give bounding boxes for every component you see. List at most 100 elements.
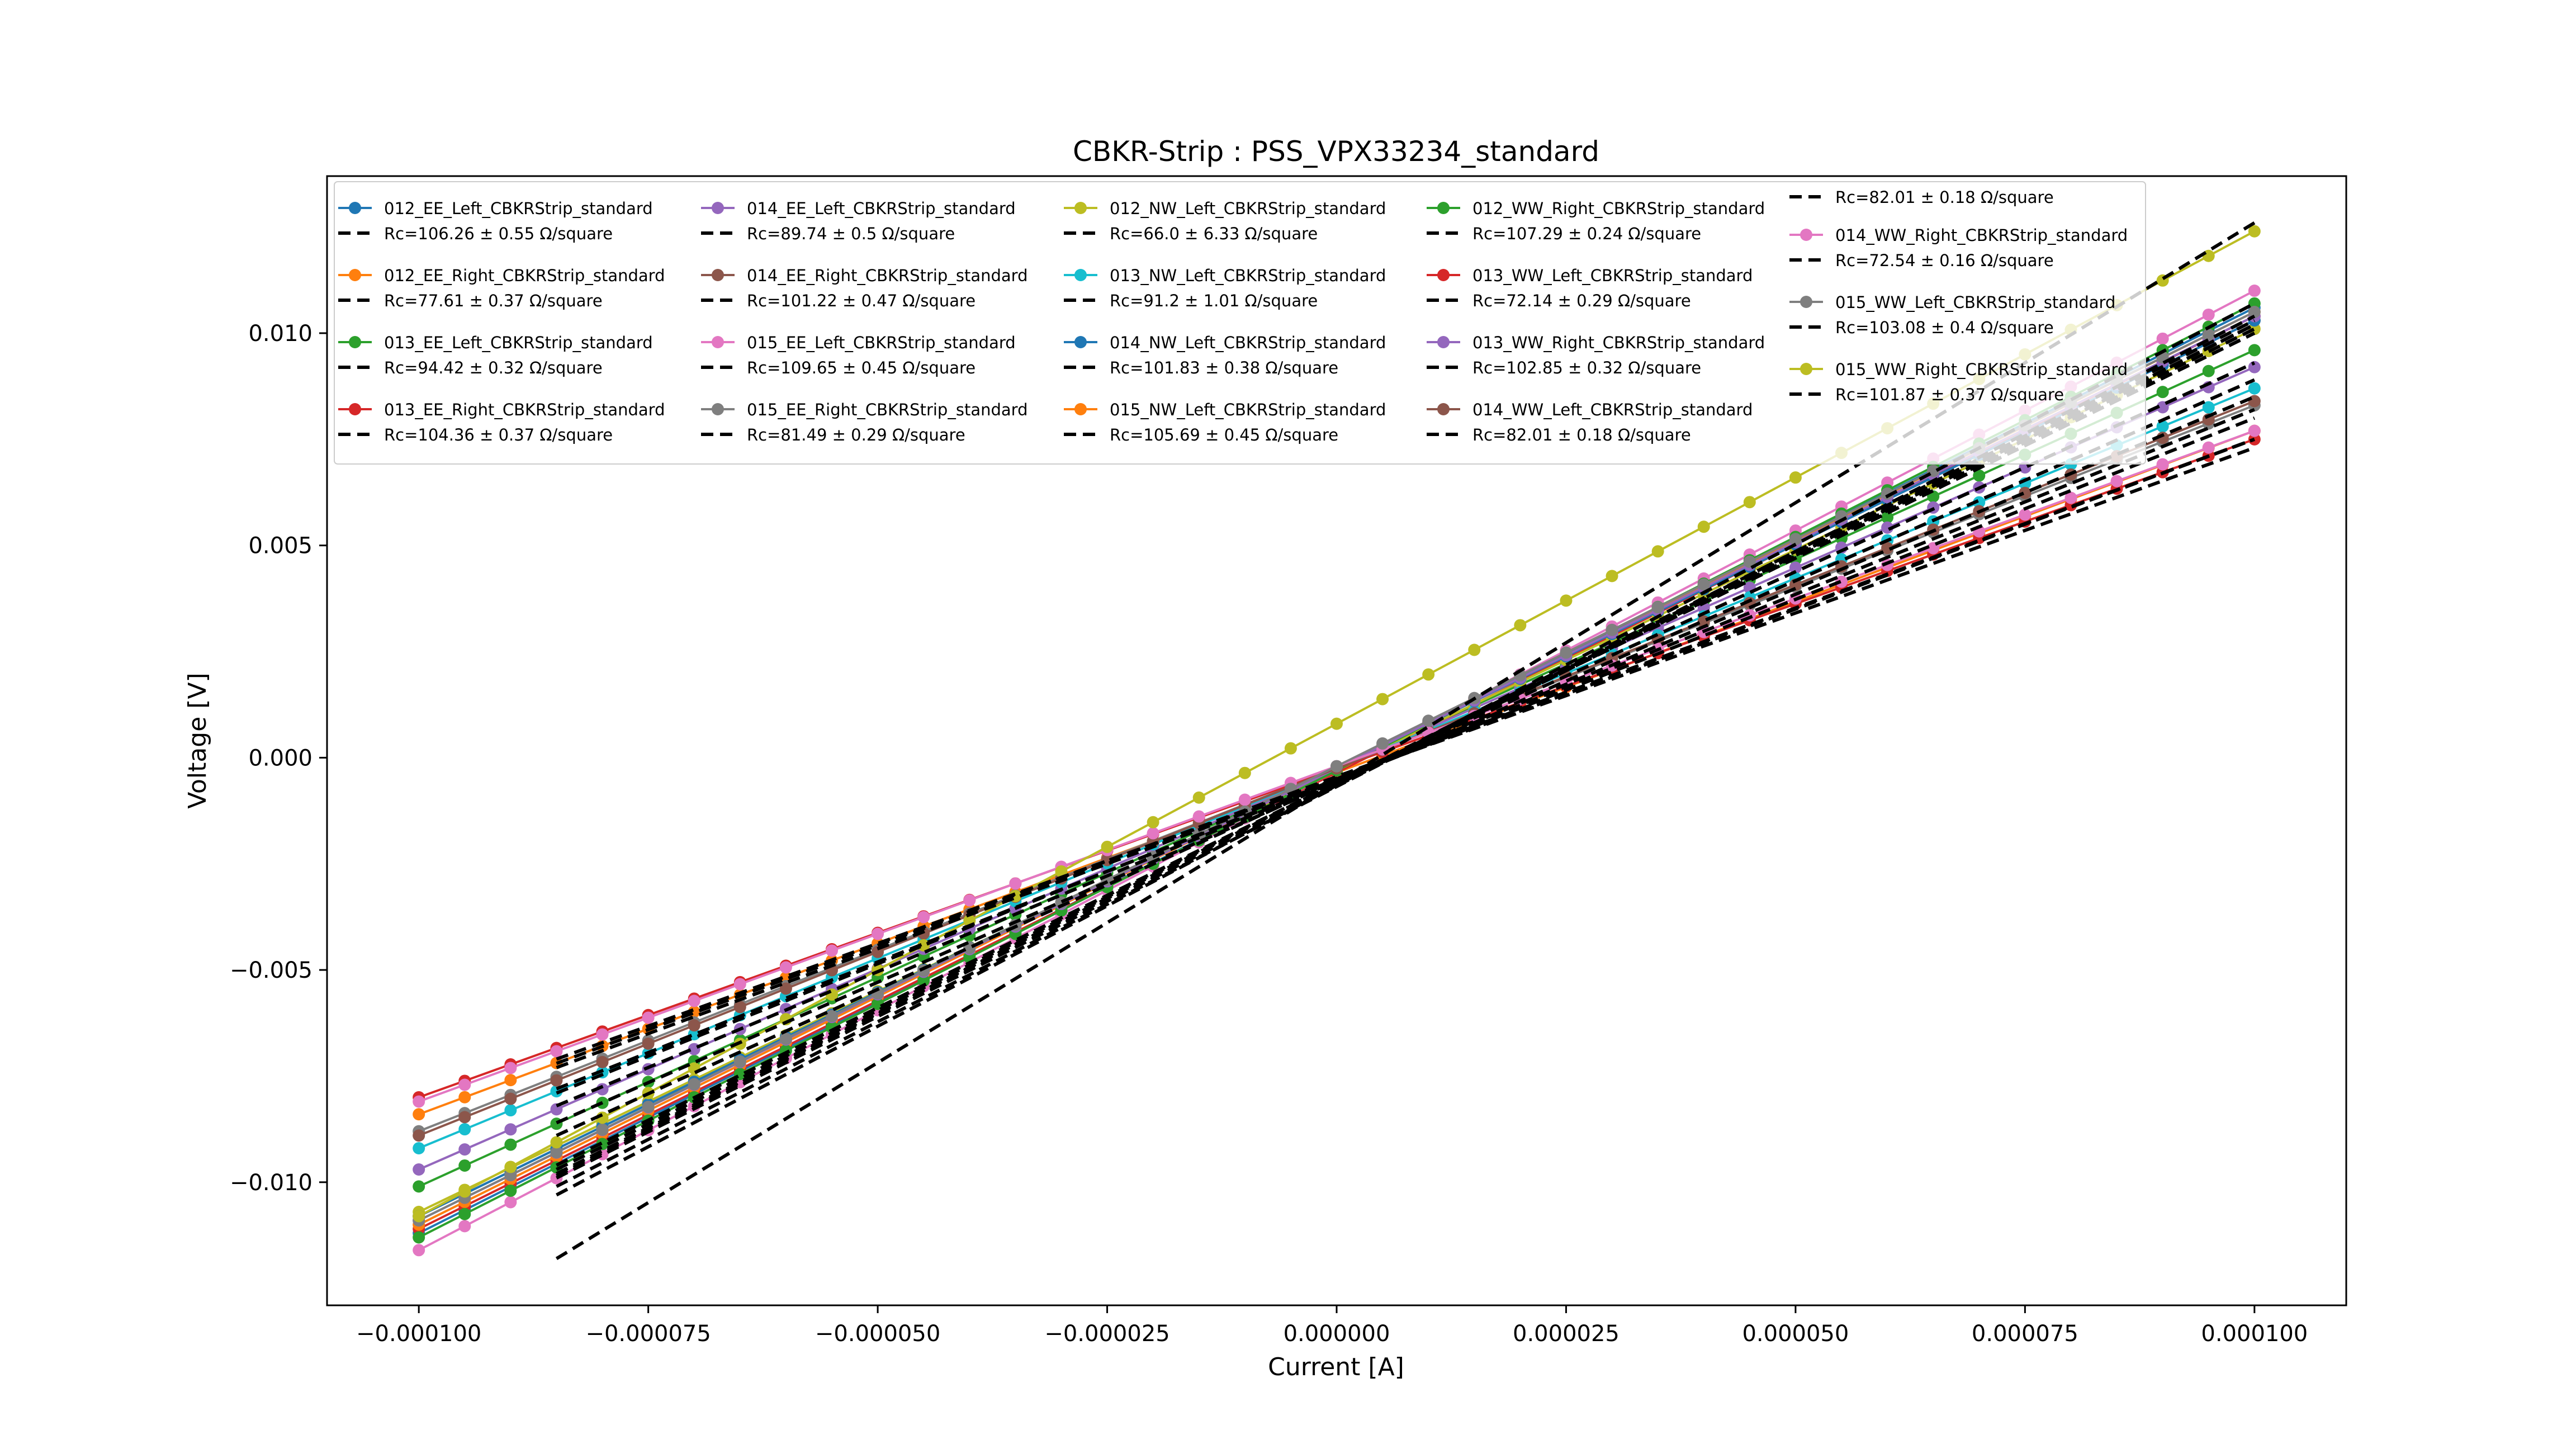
fit-line: [556, 327, 2256, 1171]
legend-item: 013_EE_Left_CBKRStrip_standard Rc=94.42 ±…: [338, 333, 653, 377]
data-point: [733, 978, 746, 991]
legend-series-name: 014_WW_Left_CBKRStrip_standard: [1472, 400, 1753, 419]
legend-fit-label: Rc=91.2 ± 1.01 Ω/square: [1110, 291, 1318, 310]
data-point: [2248, 297, 2261, 310]
data-point: [2202, 308, 2215, 321]
legend-box: [334, 181, 2146, 465]
data-point: [504, 1104, 517, 1117]
x-tick-label: 0.000000: [1284, 1321, 1390, 1347]
legend-series-name: 015_EE_Left_CBKRStrip_standard: [747, 333, 1016, 352]
legend-series-marker: [1800, 296, 1812, 308]
data-point: [872, 997, 884, 1010]
legend-series-marker: [1800, 363, 1812, 375]
data-point: [2156, 332, 2169, 345]
chart-title: CBKR-Strip : PSS_VPX33234_standard: [1073, 135, 1599, 168]
legend-item: 014_EE_Right_CBKRStrip_standard Rc=101.22…: [701, 266, 1027, 310]
x-tick-label: −0.000025: [1044, 1321, 1169, 1347]
data-point: [458, 1208, 471, 1220]
legend-item: 013_WW_Left_CBKRStrip_standard Rc=72.14 ±…: [1427, 266, 1753, 310]
data-point: [826, 1010, 838, 1022]
data-point: [2202, 364, 2215, 377]
data-point: [2202, 441, 2215, 454]
legend-series-name: 012_EE_Left_CBKRStrip_standard: [384, 199, 653, 218]
data-point: [963, 894, 976, 907]
fit-line: [556, 438, 2255, 1065]
data-point: [1376, 693, 1389, 705]
data-point: [2248, 285, 2261, 297]
legend-series-name: 012_NW_Left_CBKRStrip_standard: [1110, 199, 1386, 218]
data-point: [779, 982, 792, 995]
legend-fit-label: Rc=82.01 ± 0.18 Ω/square: [1472, 425, 1691, 444]
data-point: [413, 1129, 425, 1142]
legend-item: 013_WW_Right_CBKRStrip_standard Rc=102.85…: [1427, 333, 1765, 377]
data-point: [1422, 714, 1435, 727]
data-point: [1789, 561, 1802, 574]
data-point: [642, 1038, 655, 1050]
data-point: [688, 995, 700, 1007]
data-point: [413, 1231, 425, 1244]
x-tick-label: 0.000050: [1742, 1321, 1849, 1347]
data-point: [1330, 717, 1343, 730]
legend-series-name: 015_WW_Right_CBKRStrip_standard: [1835, 360, 2128, 379]
data-point: [458, 1143, 471, 1156]
y-tick-label: 0.000: [248, 745, 312, 771]
legend-series-name: 013_EE_Left_CBKRStrip_standard: [384, 333, 653, 352]
legend-series-marker: [1074, 403, 1087, 415]
data-point: [1789, 471, 1802, 484]
data-point: [1560, 646, 1573, 659]
data-point: [1973, 496, 1986, 509]
data-point: [413, 1163, 425, 1176]
legend-series-name: 015_EE_Right_CBKRStrip_standard: [747, 400, 1027, 419]
data-point: [1468, 643, 1481, 656]
data-point: [550, 1074, 563, 1087]
data-point: [1147, 816, 1159, 828]
data-point: [413, 1142, 425, 1155]
legend-fit-label: Rc=104.36 ± 0.37 Ω/square: [384, 425, 613, 444]
data-point: [413, 1244, 425, 1257]
data-point: [504, 1184, 517, 1197]
data-point: [458, 1091, 471, 1104]
data-point: [2019, 508, 2032, 521]
data-point: [596, 1123, 609, 1136]
legend-item: 013_EE_Right_CBKRStrip_standard Rc=104.36…: [338, 400, 665, 444]
data-point: [733, 1001, 746, 1014]
data-point: [1881, 542, 1894, 555]
legend-fit-label: Rc=109.65 ± 0.45 Ω/square: [747, 358, 976, 377]
data-point: [1743, 555, 1756, 568]
data-point: [2248, 395, 2261, 408]
legend-item: 012_NW_Left_CBKRStrip_standard Rc=66.0 ± …: [1064, 199, 1386, 243]
data-point: [504, 1123, 517, 1136]
data-point: [1651, 545, 1664, 558]
legend-fit-label: Rc=101.87 ± 0.37 Ω/square: [1835, 385, 2064, 404]
data-point: [504, 1062, 517, 1074]
legend-item: 013_NW_Left_CBKRStrip_standard Rc=91.2 ± …: [1064, 266, 1386, 310]
data-point: [458, 1111, 471, 1124]
data-point: [1697, 520, 1710, 533]
x-tick-label: −0.000050: [815, 1321, 940, 1347]
fit-layer: [555, 221, 2256, 1261]
legend-fit-label: Rc=77.61 ± 0.37 Ω/square: [384, 291, 603, 310]
legend-series-name: 015_WW_Left_CBKRStrip_standard: [1835, 293, 2115, 312]
data-point: [1789, 578, 1802, 591]
data-point: [1147, 827, 1159, 840]
data-point: [872, 927, 884, 940]
x-tick-label: 0.000100: [2201, 1321, 2308, 1347]
legend-series-name: 015_NW_Left_CBKRStrip_standard: [1110, 400, 1386, 419]
data-point: [413, 1180, 425, 1193]
data-point: [779, 1033, 792, 1045]
legend-series-marker: [712, 336, 724, 348]
legend-series-marker: [1437, 202, 1450, 214]
data-point: [917, 911, 930, 924]
legend-item: 014_NW_Left_CBKRStrip_standard Rc=101.83 …: [1064, 333, 1386, 377]
legend-item: 015_WW_Right_CBKRStrip_standard Rc=101.87…: [1789, 360, 2128, 404]
legend-fit-label: Rc=82.01 ± 0.18 Ω/square: [1835, 188, 2054, 207]
legend-fit-label: Rc=103.08 ± 0.4 Ω/square: [1835, 318, 2054, 337]
data-point: [413, 1108, 425, 1121]
y-tick-label: −0.005: [230, 958, 312, 983]
data-point: [2248, 225, 2261, 238]
legend-series-name: 013_WW_Left_CBKRStrip_standard: [1472, 266, 1753, 285]
legend-series-marker: [1437, 336, 1450, 348]
data-point: [1376, 737, 1389, 750]
data-point: [2019, 486, 2032, 499]
